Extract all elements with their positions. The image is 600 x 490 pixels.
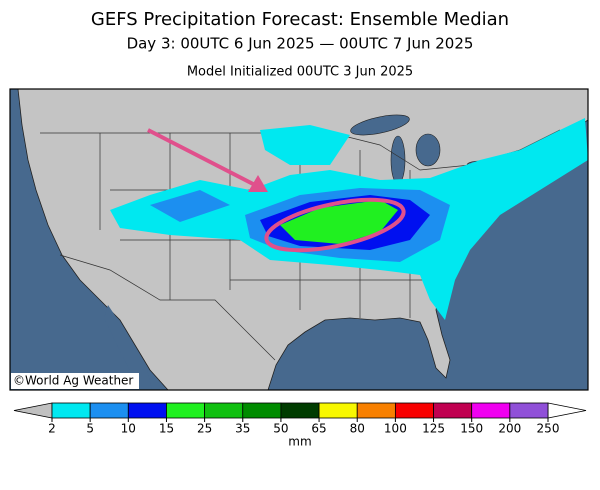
color-bin [356, 402, 396, 419]
over-triangle [547, 402, 587, 419]
map: ©World Ag Weather [9, 88, 589, 391]
arrow-shaft [147, 128, 256, 187]
unit-label: mm [288, 435, 311, 449]
tick-label: 250 [537, 422, 560, 436]
color-bin [433, 402, 473, 419]
tick-label: 80 [350, 422, 365, 436]
color-bin [394, 402, 434, 419]
color-bin [89, 402, 129, 419]
arrow-head [248, 175, 268, 192]
tick-label: 125 [422, 422, 445, 436]
title: GEFS Precipitation Forecast: Ensemble Me… [91, 9, 509, 30]
tick-label: 200 [498, 422, 521, 436]
tick-label: 15 [159, 422, 174, 436]
subtitle: Day 3: 00UTC 6 Jun 2025 — 00UTC 7 Jun 20… [127, 35, 474, 53]
color-bin [318, 402, 358, 419]
color-bin [280, 402, 320, 419]
color-bin [127, 402, 167, 419]
credit: ©World Ag Weather [13, 374, 133, 388]
tick-label: 100 [384, 422, 407, 436]
color-bin [471, 402, 511, 419]
tick-label: 35 [235, 422, 250, 436]
tick-label: 5 [86, 422, 94, 436]
tick-label: 65 [311, 422, 326, 436]
precipitation [110, 118, 588, 320]
init-time: Model Initialized 00UTC 3 Jun 2025 [187, 65, 413, 80]
under-triangle [13, 402, 53, 419]
color-bin [509, 402, 549, 419]
credit-box [11, 373, 139, 389]
highlight-ellipse [264, 197, 406, 253]
color-bin [204, 402, 244, 419]
tick-label: 2 [48, 422, 56, 436]
color-bin [166, 402, 206, 419]
gulf-of-california [104, 305, 152, 390]
tick-label: 50 [273, 422, 288, 436]
tick-label: 10 [121, 422, 136, 436]
color-bin [51, 402, 91, 419]
tick-label: 25 [197, 422, 212, 436]
tick-label: 150 [460, 422, 483, 436]
map-frame [9, 88, 589, 391]
color-bin [242, 402, 282, 419]
